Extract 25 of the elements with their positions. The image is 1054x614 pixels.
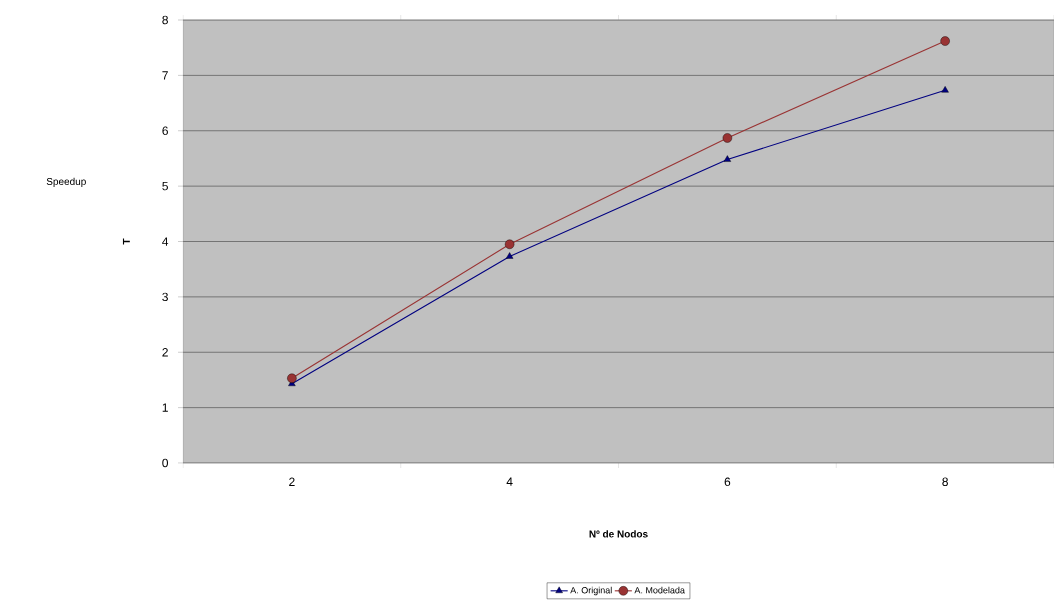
y-tick-label: 3 <box>162 292 168 302</box>
point <box>723 155 732 162</box>
legend-label: A. Original <box>570 586 612 596</box>
y-axis-title: T <box>122 238 130 245</box>
x-tick-label: 8 <box>942 477 948 487</box>
x-tick-label: 2 <box>289 477 295 486</box>
y-tick-label: 7 <box>162 71 168 80</box>
y-tick-label: 0 <box>162 458 169 468</box>
point <box>940 36 950 46</box>
point <box>505 252 514 259</box>
y-tick-label: 8 <box>162 15 168 25</box>
legend-label: A. Modelada <box>634 586 685 594</box>
x-axis-title: Nº de Nodos <box>589 530 648 538</box>
x-tick-label: 6 <box>724 477 731 487</box>
text: Speedup <box>46 177 86 187</box>
y-tick-label: 5 <box>162 181 168 191</box>
point <box>287 373 297 383</box>
y-tick-label: 1 <box>162 403 168 412</box>
y-tick-label: 6 <box>162 126 168 135</box>
point <box>941 86 949 93</box>
point <box>504 239 515 249</box>
y-tick-label: 2 <box>162 348 168 357</box>
x-tick-label: 4 <box>506 477 513 486</box>
y-tick-label: 4 <box>162 237 169 246</box>
point <box>722 133 733 143</box>
